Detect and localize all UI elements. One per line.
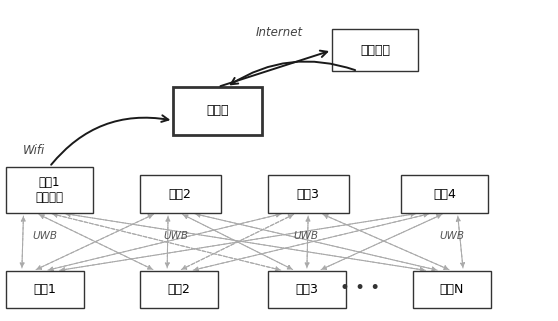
Text: 基站2: 基站2: [169, 187, 191, 201]
FancyBboxPatch shape: [6, 271, 84, 308]
Text: 标签N: 标签N: [439, 283, 464, 296]
Text: 服务器: 服务器: [206, 104, 229, 117]
Text: 基站4: 基站4: [433, 187, 456, 201]
Text: UWB: UWB: [439, 230, 464, 241]
Text: 远程监控: 远程监控: [360, 44, 390, 57]
Text: 基站1
通信基站: 基站1 通信基站: [35, 176, 64, 204]
Text: 标签3: 标签3: [295, 283, 318, 296]
FancyBboxPatch shape: [173, 87, 262, 135]
FancyBboxPatch shape: [412, 271, 490, 308]
Text: UWB: UWB: [293, 230, 318, 241]
Text: UWB: UWB: [33, 230, 57, 241]
Text: 标签1: 标签1: [34, 283, 57, 296]
Text: 基站3: 基站3: [297, 187, 320, 201]
Text: Wifi: Wifi: [23, 144, 45, 157]
FancyBboxPatch shape: [401, 175, 488, 213]
FancyBboxPatch shape: [332, 30, 418, 71]
Text: • • •: • • •: [340, 279, 380, 297]
Text: Internet: Internet: [256, 26, 302, 39]
Text: 标签2: 标签2: [167, 283, 190, 296]
FancyBboxPatch shape: [140, 175, 220, 213]
Text: UWB: UWB: [163, 230, 189, 241]
FancyBboxPatch shape: [6, 167, 93, 213]
FancyBboxPatch shape: [268, 271, 346, 308]
FancyBboxPatch shape: [140, 271, 218, 308]
FancyBboxPatch shape: [268, 175, 349, 213]
